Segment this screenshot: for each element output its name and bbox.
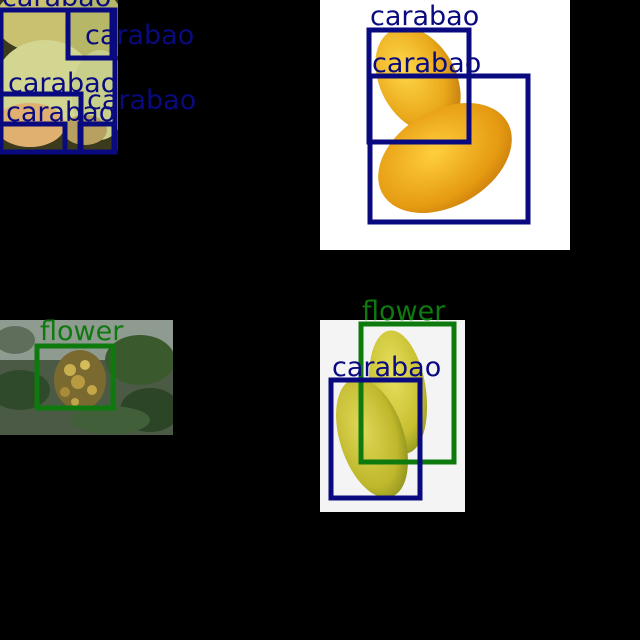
two-mangoes-green-photo bbox=[320, 320, 465, 512]
two-mangoes-white-photo bbox=[320, 0, 570, 250]
mango-flower-photo bbox=[0, 320, 173, 435]
mango-closeup-photo bbox=[0, 0, 118, 150]
